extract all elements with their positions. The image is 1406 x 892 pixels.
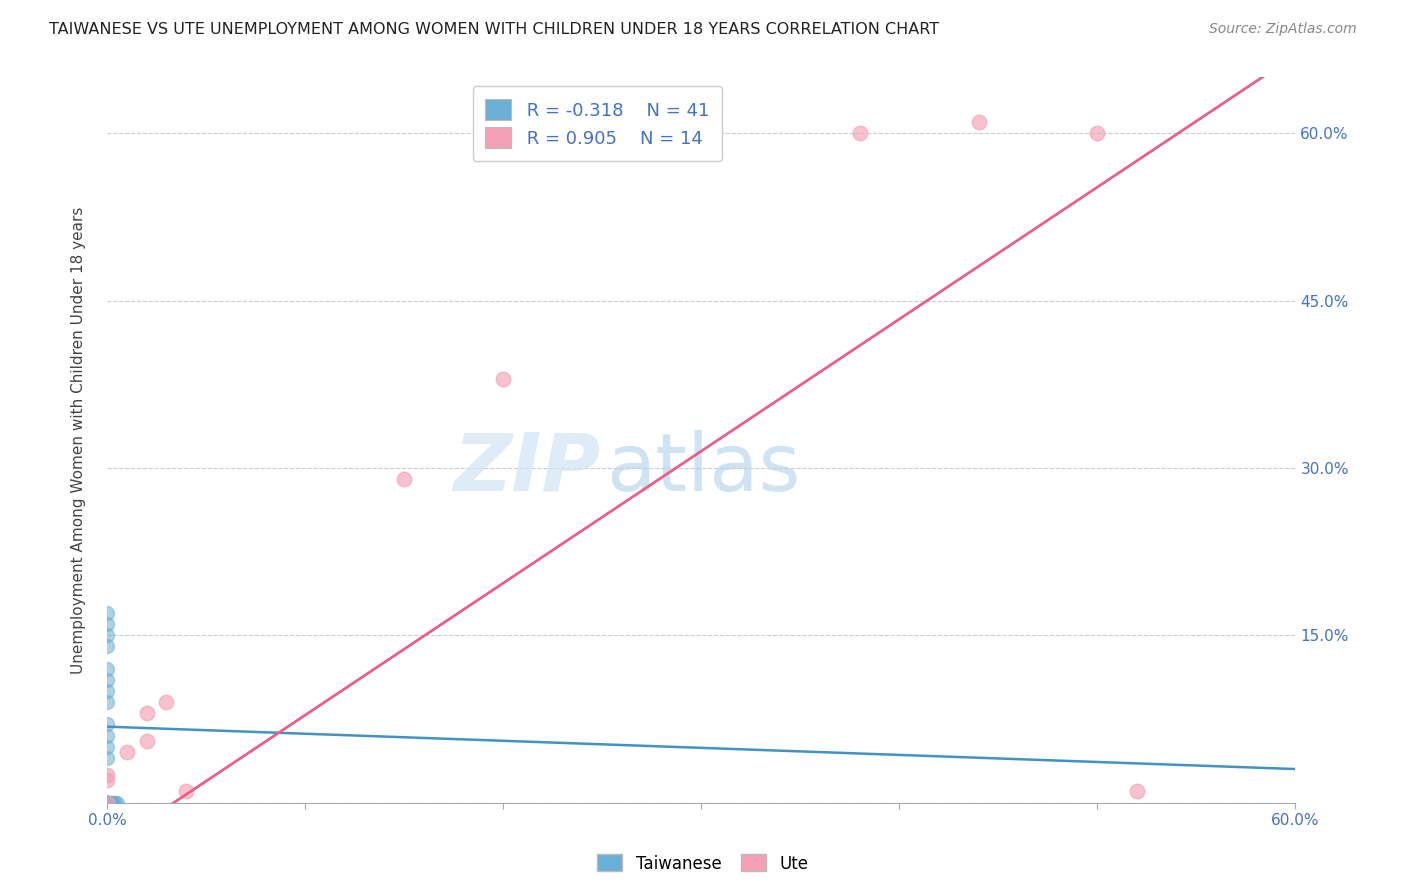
Point xyxy=(1087,126,1109,140)
Point xyxy=(96,796,118,810)
Point xyxy=(96,773,118,788)
Point xyxy=(96,739,118,754)
Text: TAIWANESE VS UTE UNEMPLOYMENT AMONG WOMEN WITH CHILDREN UNDER 18 YEARS CORRELATI: TAIWANESE VS UTE UNEMPLOYMENT AMONG WOME… xyxy=(49,22,939,37)
Y-axis label: Unemployment Among Women with Children Under 18 years: Unemployment Among Women with Children U… xyxy=(72,206,86,673)
Point xyxy=(96,640,118,654)
Point xyxy=(101,796,124,810)
Legend:  R = -0.318    N = 41,  R = 0.905    N = 14: R = -0.318 N = 41, R = 0.905 N = 14 xyxy=(472,87,723,161)
Point xyxy=(492,371,515,385)
Point xyxy=(98,796,121,810)
Point xyxy=(115,745,138,759)
Point xyxy=(155,695,177,709)
Point xyxy=(96,673,118,687)
Point xyxy=(176,784,198,798)
Point xyxy=(96,767,118,781)
Point xyxy=(96,796,118,810)
Point xyxy=(96,684,118,698)
Point xyxy=(105,796,128,810)
Point xyxy=(96,796,118,810)
Point xyxy=(135,706,157,721)
Point xyxy=(96,717,118,731)
Point xyxy=(1126,784,1149,798)
Point xyxy=(96,751,118,765)
Point xyxy=(96,796,118,810)
Point xyxy=(96,796,118,810)
Point xyxy=(96,796,118,810)
Point xyxy=(392,472,415,486)
Point xyxy=(135,734,157,748)
Point xyxy=(96,796,118,810)
Point xyxy=(100,796,122,810)
Point xyxy=(96,796,118,810)
Text: atlas: atlas xyxy=(606,430,800,508)
Point xyxy=(96,796,118,810)
Point xyxy=(96,796,118,810)
Point xyxy=(96,695,118,709)
Point xyxy=(96,796,118,810)
Point xyxy=(848,126,870,140)
Point xyxy=(96,796,118,810)
Point xyxy=(98,796,121,810)
Point xyxy=(96,662,118,676)
Point xyxy=(96,796,118,810)
Point xyxy=(96,796,118,810)
Point xyxy=(967,115,990,129)
Point xyxy=(96,796,118,810)
Text: ZIP: ZIP xyxy=(453,430,600,508)
Point xyxy=(96,796,118,810)
Point xyxy=(96,796,118,810)
Point xyxy=(98,796,121,810)
Point xyxy=(104,796,127,810)
Point xyxy=(96,617,118,632)
Point xyxy=(96,606,118,620)
Legend: Taiwanese, Ute: Taiwanese, Ute xyxy=(591,847,815,880)
Point xyxy=(96,796,118,810)
Point xyxy=(100,796,122,810)
Point xyxy=(96,729,118,743)
Point xyxy=(96,796,118,810)
Text: Source: ZipAtlas.com: Source: ZipAtlas.com xyxy=(1209,22,1357,37)
Point xyxy=(100,796,122,810)
Point xyxy=(96,796,118,810)
Point xyxy=(96,628,118,642)
Point xyxy=(96,796,118,810)
